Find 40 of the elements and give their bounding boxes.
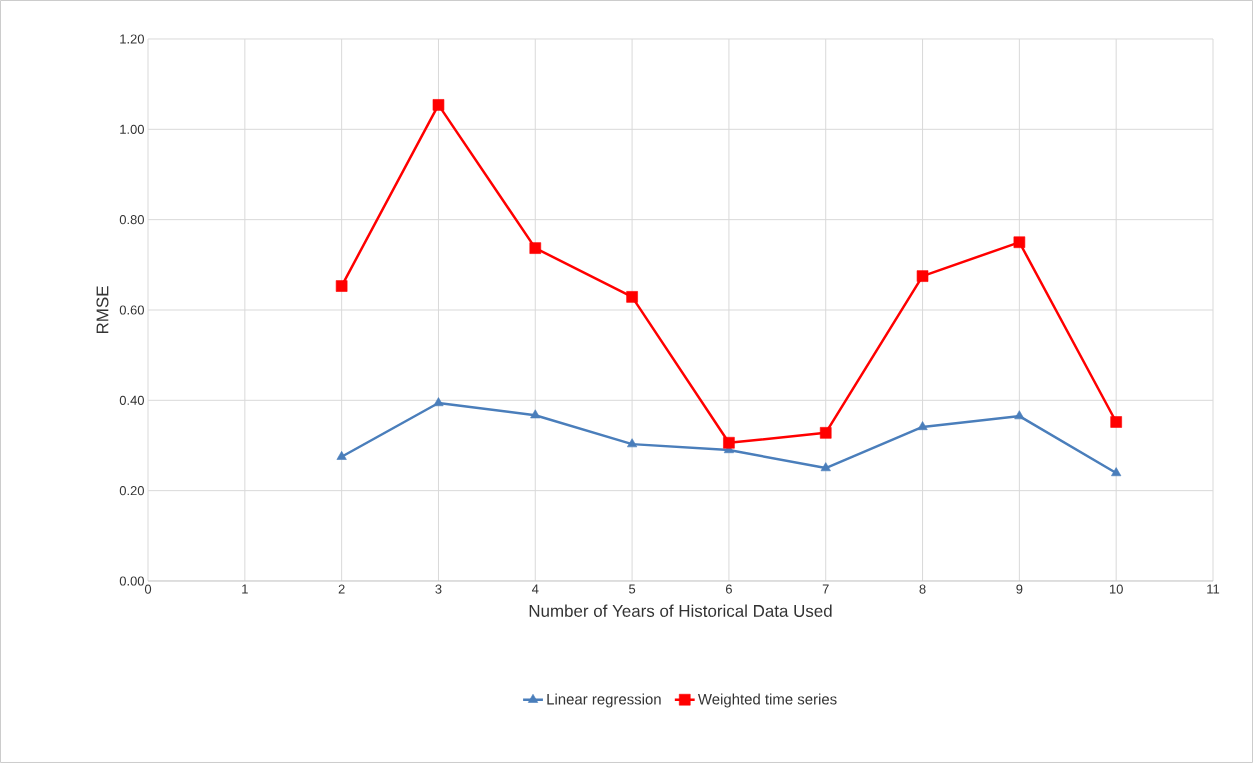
point [627,438,638,448]
x-tick-label: 11 [1207,584,1220,594]
x-axis-title: Number of Years of Historical Data Used [529,604,832,617]
y-tick-label: 0.60 [119,305,144,315]
y-tick-label: 0.80 [119,215,144,225]
point [1111,467,1122,477]
y-tick-label: 1.20 [120,34,144,44]
point [723,436,735,449]
x-tick-label: 5 [629,584,636,594]
point [626,291,638,303]
x-tick-label: 10 [1109,584,1123,594]
point [1013,236,1026,249]
legend-label: Linear regression [547,693,661,708]
point [916,270,929,282]
x-tick-label: 6 [725,584,732,594]
point [820,462,831,472]
point [335,280,348,292]
x-tick-label: 4 [531,584,539,594]
y-tick-label: 1.00 [120,124,144,134]
point [433,397,444,407]
x-tick-label: 9 [1016,584,1023,594]
x-tick-label: 0 [144,584,152,594]
y-tick-label: 0.00 [119,576,144,586]
y-axis-title: RMSE [96,286,109,334]
x-tick-label: 8 [919,584,926,594]
point [1110,416,1122,428]
point [1014,410,1025,420]
legend-label: Weighted time series [697,693,837,708]
point [530,409,541,419]
point [819,427,832,439]
x-tick-label: 2 [338,584,345,594]
y-tick-label: 0.40 [119,395,144,405]
x-tick-label: 3 [435,584,442,594]
point [432,99,445,111]
x-tick-label: 1 [242,584,248,594]
point [529,242,542,254]
y-tick-label: 0.20 [119,486,144,496]
point [917,421,928,431]
x-tick-label: 7 [822,584,829,594]
point [336,451,347,460]
